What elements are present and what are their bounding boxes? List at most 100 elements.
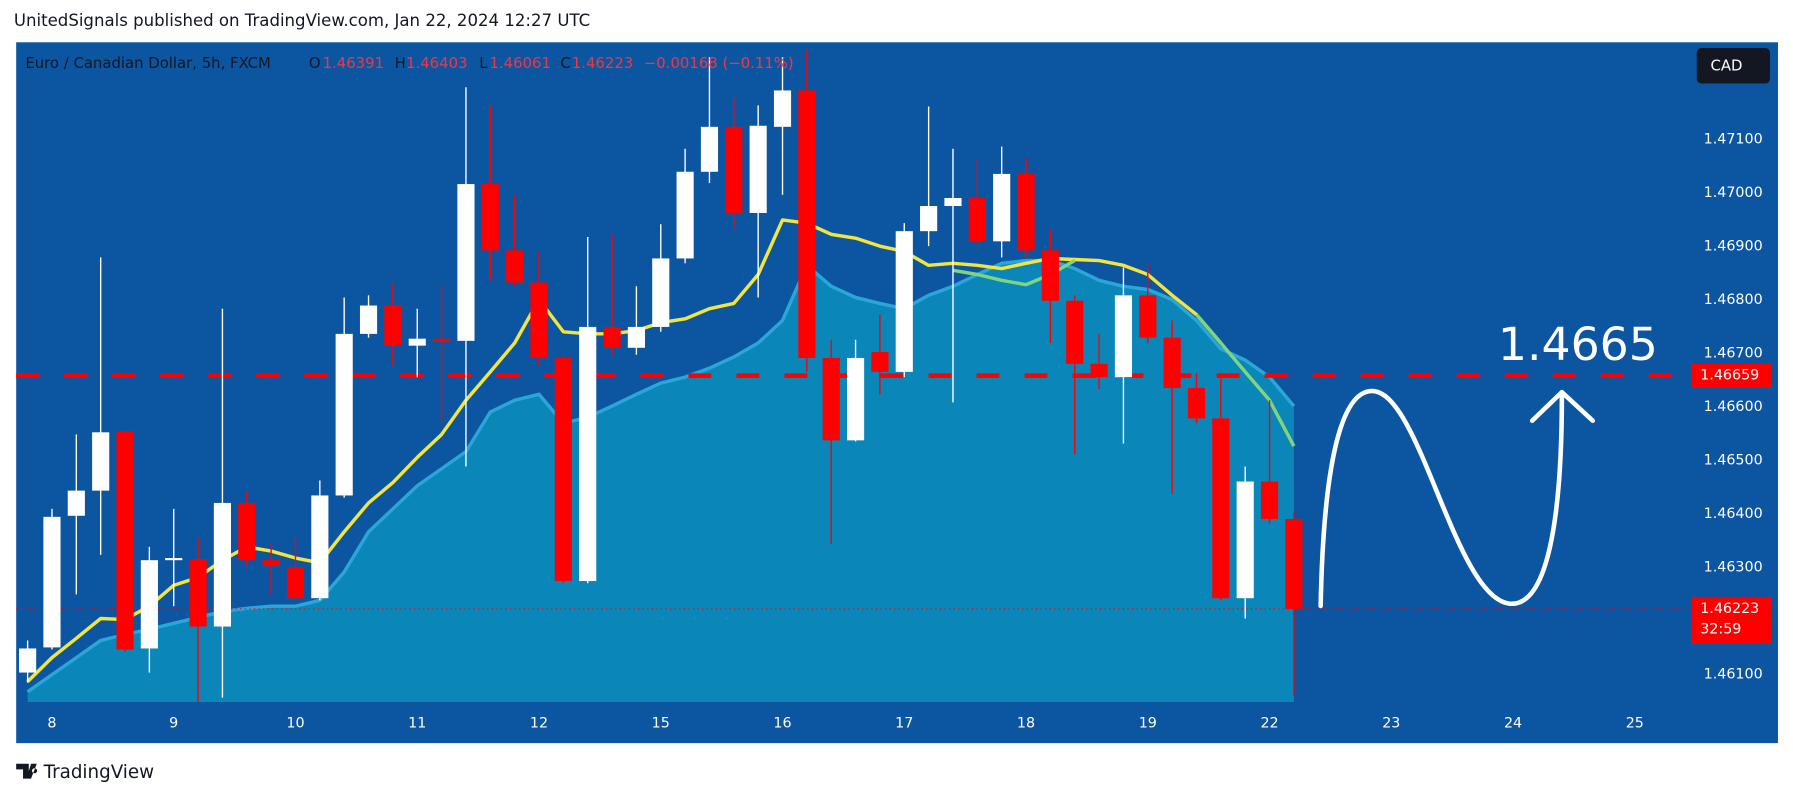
candle-body	[700, 126, 719, 172]
ohlc-label: C	[560, 54, 570, 72]
candle-body	[1090, 363, 1108, 378]
candle-body	[92, 432, 110, 491]
ohlc-label: H	[395, 54, 406, 72]
currency-label: CAD	[1711, 56, 1743, 74]
candle-body	[43, 516, 61, 648]
x-tick-label: 10	[286, 716, 304, 732]
candle-body	[652, 258, 670, 327]
candle-body	[262, 560, 280, 567]
brand-logo	[16, 763, 38, 779]
x-tick-label: 25	[1626, 716, 1644, 732]
level-price: 1.46659	[1700, 368, 1759, 384]
y-tick-label: 1.46100	[1704, 667, 1763, 683]
candle-body	[384, 305, 402, 346]
candle-body	[676, 171, 694, 259]
projection-curve	[1318, 388, 1565, 609]
candle-body	[238, 502, 256, 561]
candle-body	[895, 231, 913, 372]
x-tick-label: 12	[530, 716, 548, 732]
area-fill	[27, 260, 1294, 702]
candle-body	[481, 184, 499, 251]
ohlc-value: 1.46061	[489, 54, 550, 72]
x-tick-label: 24	[1504, 716, 1522, 732]
candle-body	[189, 559, 207, 627]
x-tick-label: 11	[408, 716, 426, 732]
y-tick-label: 1.47000	[1704, 185, 1763, 201]
candle-body	[846, 357, 865, 441]
candle-body	[749, 125, 767, 213]
candle-body	[140, 560, 158, 649]
candle-body	[968, 197, 986, 242]
candle-body	[213, 502, 232, 627]
area-line	[26, 258, 1296, 694]
candle-body	[993, 173, 1011, 242]
y-tick-label: 1.46800	[1704, 292, 1763, 308]
y-tick-label: 1.46900	[1704, 239, 1763, 255]
candle-body	[457, 184, 475, 341]
candle-body	[1017, 173, 1035, 251]
target-annotation: 1.4665	[1498, 318, 1658, 371]
x-tick-label: 8	[47, 716, 56, 732]
candle-body	[1187, 387, 1206, 419]
candle-body	[822, 357, 840, 441]
x-tick-label: 18	[1017, 716, 1035, 732]
y-tick-label: 1.47100	[1704, 132, 1763, 148]
candle-body	[725, 126, 743, 213]
candle-body	[1285, 518, 1303, 609]
x-tick-label: 19	[1139, 716, 1157, 732]
ohlc-value: 1.46391	[323, 54, 384, 72]
symbol-title: Euro / Canadian Dollar, 5h, FXCM	[25, 54, 271, 72]
last-price: 1.46223	[1700, 601, 1759, 617]
ohlc-label: L	[479, 54, 488, 72]
candle-body	[603, 326, 621, 348]
level-badge	[1691, 363, 1772, 388]
candle-body	[165, 558, 183, 561]
candle-body	[1212, 418, 1230, 599]
candle-body	[1114, 295, 1133, 378]
y-tick-label: 1.46400	[1704, 506, 1763, 522]
x-tick-label: 23	[1382, 716, 1400, 732]
candle-body	[773, 90, 792, 127]
legend: Euro / Canadian Dollar, 5h, FXCM O 1.463…	[25, 54, 793, 72]
arrow-head	[1529, 389, 1596, 424]
candle-body	[1236, 481, 1254, 599]
candle-body	[530, 282, 548, 358]
brand: TradingView	[16, 762, 154, 783]
ohlc-label: O	[309, 54, 321, 72]
plot: 891011121516171819222324251.461001.46200…	[16, 49, 1772, 732]
y-tick-label: 1.46600	[1704, 399, 1763, 415]
ohlc-value: 1.46223	[572, 54, 633, 72]
price-badge	[1691, 596, 1772, 644]
currency-button[interactable]	[1696, 48, 1770, 84]
candle-body	[67, 490, 85, 516]
x-tick-label: 17	[895, 716, 913, 732]
x-tick-label: 22	[1260, 716, 1278, 732]
candle-body	[871, 352, 889, 372]
candle-body	[1041, 250, 1059, 301]
publisher: UnitedSignals published on TradingView.c…	[14, 11, 590, 30]
projection-drawing: 1.4665	[1318, 318, 1658, 609]
candle-body	[554, 357, 572, 582]
y-tick-label: 1.46300	[1704, 560, 1763, 576]
candle-body	[19, 648, 37, 673]
candle-body	[1066, 300, 1084, 364]
candle-body	[920, 206, 938, 232]
candle-body	[944, 197, 962, 207]
candle-body	[311, 495, 329, 599]
candle-body	[359, 305, 378, 334]
candle-body	[1139, 295, 1157, 338]
y-tick-label: 1.46700	[1704, 346, 1763, 362]
change: −0.00168 (−0.11%)	[644, 54, 794, 72]
candle-body	[506, 250, 524, 283]
candle-body	[116, 431, 134, 650]
candle-body	[286, 567, 305, 599]
x-tick-label: 9	[169, 716, 178, 732]
candle-body	[1163, 337, 1181, 388]
countdown: 32:59	[1700, 621, 1741, 637]
candle-body	[335, 333, 353, 496]
candle-body	[627, 326, 645, 348]
x-tick-label: 16	[773, 716, 791, 732]
ohlc-value: 1.46403	[406, 54, 467, 72]
